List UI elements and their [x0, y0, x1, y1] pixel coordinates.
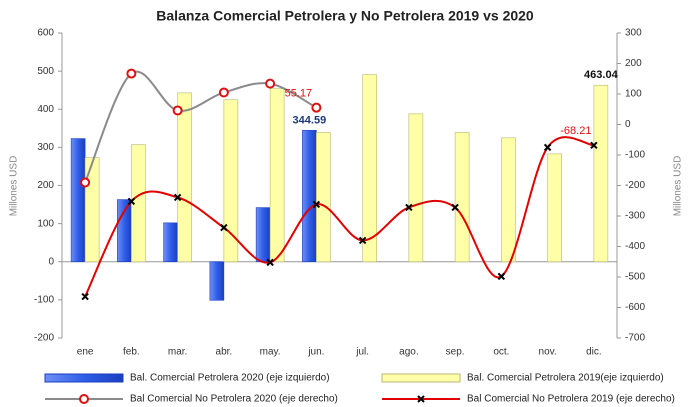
bar	[269, 88, 285, 263]
bar	[70, 138, 86, 263]
y2-tick-label: -600	[625, 302, 645, 313]
x-tick-label: sep.	[446, 347, 465, 358]
marker	[543, 143, 552, 152]
x-tick-label: dic.	[586, 347, 602, 358]
y-tick-label: 300	[37, 142, 54, 153]
y-tick-label: 400	[37, 104, 54, 115]
legend-marker	[417, 395, 425, 403]
legend-swatch	[381, 373, 461, 383]
y2-tick-label: -400	[625, 241, 645, 252]
chart-title: Balanza Comercial Petrolera y No Petrole…	[156, 8, 534, 24]
x-tick-label: nov.	[539, 347, 557, 358]
marker	[81, 292, 89, 301]
x-tick-label: ene	[77, 347, 94, 358]
x-tick-label: abr.	[216, 347, 233, 358]
bar	[223, 99, 239, 263]
marker	[126, 68, 137, 79]
y2-tick-label: 100	[625, 89, 642, 100]
y-axis-label: Millones USD	[9, 156, 20, 217]
bar	[131, 144, 146, 263]
value-label: -68.21	[560, 125, 591, 137]
x-tick-label: mar.	[168, 347, 187, 358]
marker	[218, 87, 229, 98]
y-tick-label: 200	[37, 180, 54, 191]
y2-tick-label: -500	[625, 272, 645, 283]
bar	[177, 92, 192, 263]
x-tick-label: jul.	[355, 347, 369, 358]
marker	[172, 105, 183, 116]
y-tick-label: 100	[37, 218, 54, 229]
legend-label: Bal Comercial No Petrolera 2020 (eje der…	[130, 394, 338, 405]
y2-tick-label: -100	[625, 150, 645, 161]
bar	[209, 261, 225, 301]
y-tick-label: 0	[48, 256, 54, 267]
y2-tick-label: 0	[625, 119, 631, 130]
y2-axis-label: Millones USD	[673, 156, 684, 217]
bar	[163, 222, 178, 263]
y2-tick-label: -200	[625, 180, 645, 191]
marker	[590, 141, 598, 150]
marker	[173, 193, 182, 202]
bar	[362, 74, 377, 263]
marker	[220, 223, 228, 232]
bar	[454, 132, 470, 263]
bar	[408, 113, 424, 263]
y-tick-label: 500	[37, 66, 54, 77]
legend-label: Bal. Comercial Petrolera 2020 (eje izqui…	[130, 373, 330, 384]
x-tick-label: ago.	[399, 347, 418, 358]
y2-tick-label: 200	[625, 58, 642, 69]
marker	[405, 203, 413, 212]
bar	[117, 199, 132, 263]
bar	[316, 132, 331, 263]
x-tick-label: feb.	[123, 347, 140, 358]
y-tick-label: 600	[37, 28, 54, 39]
legend-swatch	[44, 373, 124, 383]
y2-tick-label: -300	[625, 211, 645, 222]
marker	[265, 78, 276, 89]
marker	[358, 236, 367, 245]
bar	[302, 130, 317, 263]
marker	[311, 102, 322, 113]
x-tick-label: may.	[260, 347, 281, 358]
value-label: 55.17	[285, 88, 313, 100]
marker	[312, 200, 321, 209]
legend-label: Bal Comercial No Petrolera 2019 (eje der…	[467, 394, 675, 405]
value-label: 463.04	[584, 69, 619, 81]
y2-tick-label: -700	[625, 333, 645, 344]
marker	[497, 272, 506, 281]
x-tick-label: jun.	[307, 347, 324, 358]
bar	[84, 157, 100, 263]
bar	[255, 207, 271, 263]
marker	[127, 197, 136, 206]
y-tick-label: -100	[34, 295, 54, 306]
y-tick-label: -200	[34, 333, 54, 344]
bar	[593, 84, 609, 263]
x-tick-label: oct.	[493, 347, 509, 358]
legend-marker	[79, 394, 89, 404]
marker	[80, 177, 91, 188]
bar	[501, 137, 516, 263]
value-label: 344.59	[293, 114, 327, 126]
marker	[451, 203, 459, 212]
y2-tick-label: 300	[625, 28, 642, 39]
bar	[547, 153, 562, 263]
marker	[266, 258, 274, 267]
legend-label: Bal. Comercial Petrolera 2019(eje izquie…	[467, 373, 664, 384]
line	[84, 136, 595, 297]
